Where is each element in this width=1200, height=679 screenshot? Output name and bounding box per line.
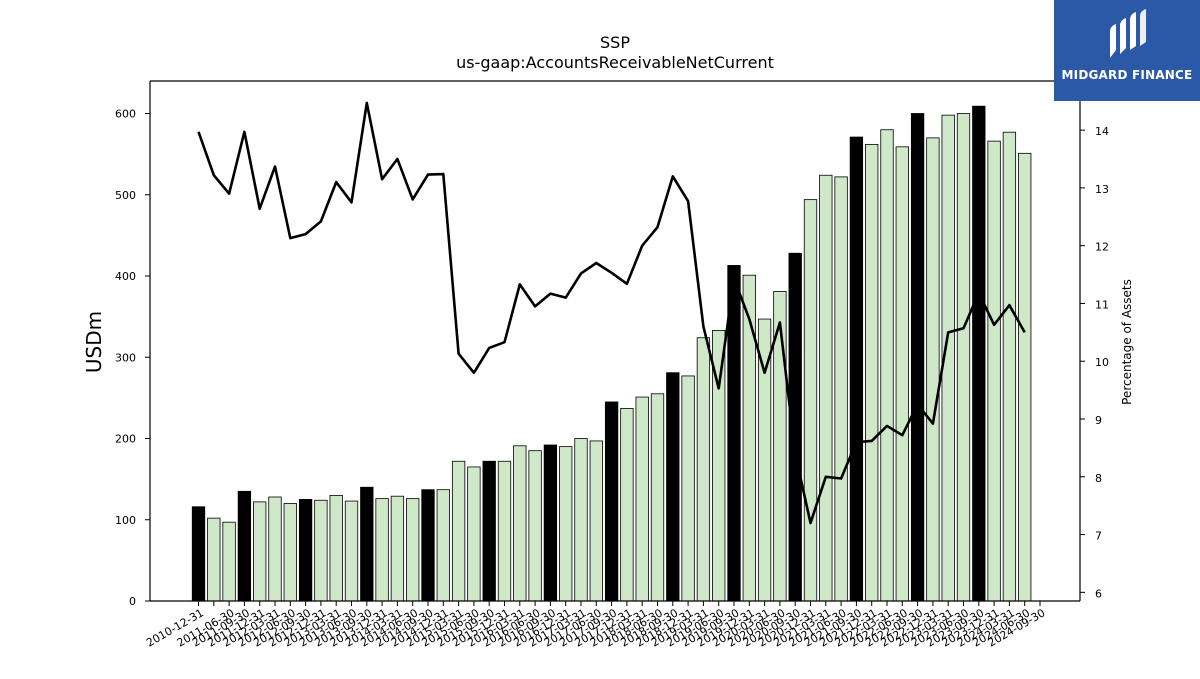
- series-line: [197, 101, 1026, 525]
- chart-subtitle: us-gaap:AccountsReceivableNetCurrent: [456, 53, 774, 72]
- y-tick-label-right: 7: [1095, 530, 1102, 543]
- bar: [283, 503, 297, 602]
- bar: [895, 146, 909, 602]
- bar: [314, 499, 328, 602]
- bar: [1002, 131, 1017, 602]
- bar: [375, 498, 389, 602]
- bar: [559, 446, 573, 602]
- bar: [298, 499, 313, 602]
- y-tick-label-left: 500: [115, 189, 136, 202]
- bar: [207, 517, 221, 602]
- bar: [620, 408, 634, 602]
- bar: [666, 372, 680, 602]
- bar: [360, 486, 374, 602]
- bar: [589, 440, 603, 602]
- y-axis-label-left: USDm: [82, 311, 106, 373]
- bar: [681, 375, 695, 602]
- line-layer: [197, 101, 1026, 525]
- bar: [803, 199, 818, 602]
- bar: [910, 113, 925, 602]
- chart-title: SSP: [600, 33, 630, 52]
- bar: [268, 496, 282, 602]
- bar: [819, 174, 833, 602]
- y-tick-label-left: 100: [115, 514, 136, 527]
- y-tick-label-left: 0: [129, 595, 136, 608]
- bar: [467, 466, 481, 602]
- bar: [528, 450, 542, 602]
- bar: [650, 393, 665, 602]
- bar: [482, 460, 496, 602]
- bar: [344, 500, 359, 602]
- midgard-logo-icon: [1110, 9, 1146, 58]
- bar: [865, 143, 879, 602]
- y-tick-label-left: 300: [115, 351, 136, 364]
- y-tick-label-right: 6: [1095, 587, 1102, 600]
- y-tick-label-right: 14: [1095, 125, 1109, 138]
- y-tick-label-left: 600: [115, 108, 136, 121]
- bar: [574, 438, 588, 602]
- bar: [253, 501, 267, 602]
- bar: [742, 274, 756, 602]
- bar: [880, 129, 894, 602]
- bar: [421, 489, 435, 602]
- y-tick-label-left: 200: [115, 433, 136, 446]
- bar: [972, 105, 986, 602]
- y-tick-label-right: 13: [1095, 183, 1109, 196]
- y-tick-label-right: 10: [1095, 356, 1109, 369]
- bar: [543, 444, 558, 602]
- bar: [696, 337, 711, 602]
- bar: [436, 489, 450, 602]
- y-tick-label-right: 12: [1095, 241, 1109, 254]
- bar: [191, 506, 206, 602]
- bar: [635, 396, 649, 602]
- bar: [834, 176, 848, 602]
- y-tick-label-left: 400: [115, 270, 136, 283]
- bar: [329, 494, 343, 602]
- y-axis-label-right: Percentage of Assets: [1120, 279, 1134, 405]
- bar: [1018, 152, 1032, 602]
- y-tick-label-right: 9: [1095, 414, 1102, 427]
- brand-logo: MIDGARD FINANCE: [1054, 0, 1200, 101]
- bar: [956, 113, 971, 602]
- bar: [987, 140, 1001, 602]
- bar: [237, 490, 252, 602]
- bar: [849, 136, 864, 602]
- bar: [926, 137, 940, 602]
- y-tick-label-right: 8: [1095, 472, 1102, 485]
- y-tick-label-right: 11: [1095, 298, 1109, 311]
- logo-text: MIDGARD FINANCE: [1061, 68, 1193, 82]
- bar: [513, 445, 527, 602]
- bar: [222, 521, 236, 602]
- bar: [497, 460, 512, 602]
- bar: [451, 460, 466, 602]
- bars-layer: [191, 105, 1032, 602]
- bar: [390, 495, 405, 602]
- bar: [406, 498, 420, 602]
- bar: [604, 401, 619, 602]
